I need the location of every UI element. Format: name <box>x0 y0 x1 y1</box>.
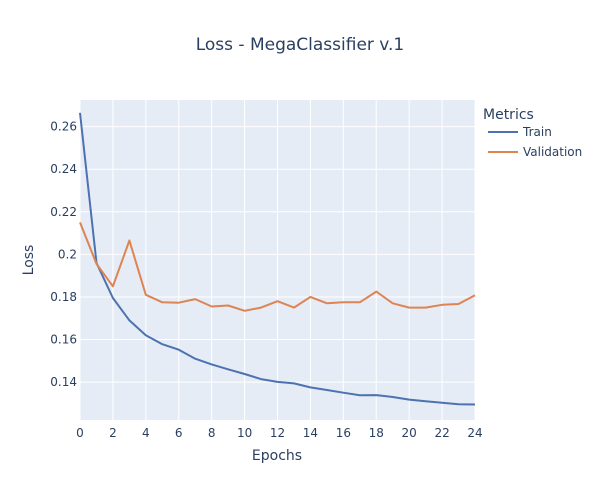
series-line-validation <box>79 222 476 312</box>
series-lines <box>79 112 476 406</box>
y-tick-label: 0.16 <box>50 333 77 347</box>
x-tick-label: 12 <box>270 426 285 440</box>
y-tick-label: 0.18 <box>50 290 77 304</box>
y-tick-label: 0.22 <box>50 205 77 219</box>
axis-tick-labels: 0 2 4 6 8 10 12 14 16 18 20 22 240.140.160.180.20.22… <box>50 120 482 440</box>
grid-lines <box>79 100 476 420</box>
x-tick-label: 18 <box>369 426 384 440</box>
x-tick-label: 22 <box>434 426 449 440</box>
x-axis-label: Epochs <box>252 448 302 464</box>
series-line-train <box>79 112 476 406</box>
y-tick-label: 0.26 <box>50 120 77 134</box>
x-tick-label: 0 <box>76 426 84 440</box>
legend: Metrics Train Validation <box>483 107 582 159</box>
x-tick-label: 6 <box>175 426 183 440</box>
y-tick-label: 0.24 <box>50 162 77 176</box>
y-tick-label: 0.14 <box>50 375 77 389</box>
x-tick-label: 2 <box>109 426 117 440</box>
x-tick-label: 16 <box>336 426 351 440</box>
legend-title: Metrics <box>483 107 534 123</box>
legend-label-validation: Validation <box>523 145 582 159</box>
x-tick-label: 10 <box>237 426 252 440</box>
y-axis-label: Loss <box>21 245 37 276</box>
y-tick-label: 0.2 <box>58 247 77 261</box>
x-tick-label: 4 <box>142 426 150 440</box>
x-tick-label: 20 <box>402 426 417 440</box>
x-tick-label: 8 <box>208 426 216 440</box>
x-tick-label: 24 <box>467 426 482 440</box>
chart-title: Loss - MegaClassifier v.1 <box>196 35 405 55</box>
legend-label-train: Train <box>522 125 552 139</box>
x-tick-label: 14 <box>303 426 318 440</box>
